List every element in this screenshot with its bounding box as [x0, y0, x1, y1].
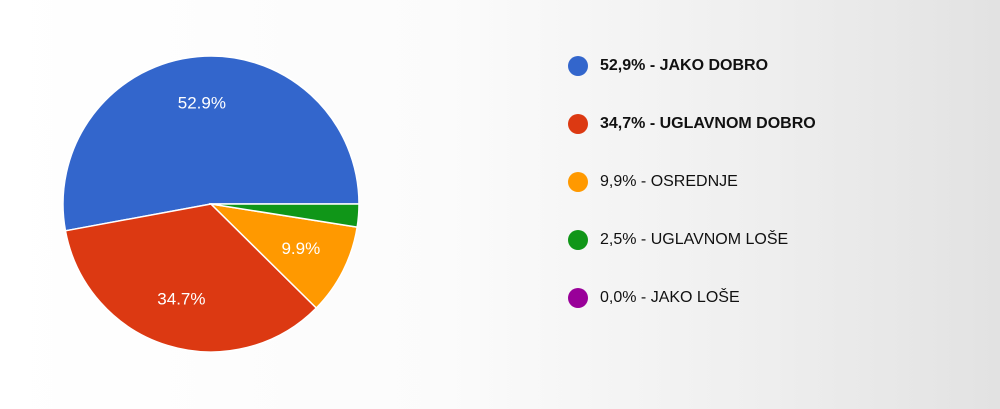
pie-label-uglavnom-dobro: 34.7%	[157, 290, 205, 309]
legend-label-osrednje: 9,9% - OSREDNJE	[600, 173, 738, 190]
legend-label-uglavnom-dobro: 34,7% - UGLAVNOM DOBRO	[600, 115, 816, 132]
pie-label-osrednje: 9.9%	[281, 239, 320, 258]
legend-label-jako-lose: 0,0% - JAKO LOŠE	[600, 289, 740, 306]
pie-slice-jako-dobro	[62, 55, 360, 232]
legend-item-uglavnom-lose: 2,5% - UGLAVNOM LOŠE	[568, 226, 988, 254]
legend-dot-jako-dobro	[568, 56, 588, 76]
legend-dot-jako-lose	[568, 288, 588, 308]
pie-slice-osrednje	[208, 202, 359, 310]
pie-label-jako-dobro: 52.9%	[178, 93, 226, 112]
chart-legend: 52,9% - JAKO DOBRO 34,7% - UGLAVNOM DOBR…	[568, 52, 988, 342]
legend-dot-uglavnom-dobro	[568, 114, 588, 134]
pie-slice-uglavnom-lose	[210, 203, 360, 229]
legend-item-jako-dobro: 52,9% - JAKO DOBRO	[568, 52, 988, 80]
pie-slice-uglavnom-dobro	[64, 203, 318, 353]
legend-label-uglavnom-lose: 2,5% - UGLAVNOM LOŠE	[600, 231, 789, 248]
legend-label-jako-dobro: 52,9% - JAKO DOBRO	[600, 57, 769, 74]
legend-item-osrednje: 9,9% - OSREDNJE	[568, 168, 988, 196]
legend-dot-uglavnom-lose	[568, 230, 588, 250]
legend-dot-osrednje	[568, 172, 588, 192]
legend-item-uglavnom-dobro: 34,7% - UGLAVNOM DOBRO	[568, 110, 988, 138]
legend-item-jako-lose: 0,0% - JAKO LOŠE	[568, 284, 988, 312]
